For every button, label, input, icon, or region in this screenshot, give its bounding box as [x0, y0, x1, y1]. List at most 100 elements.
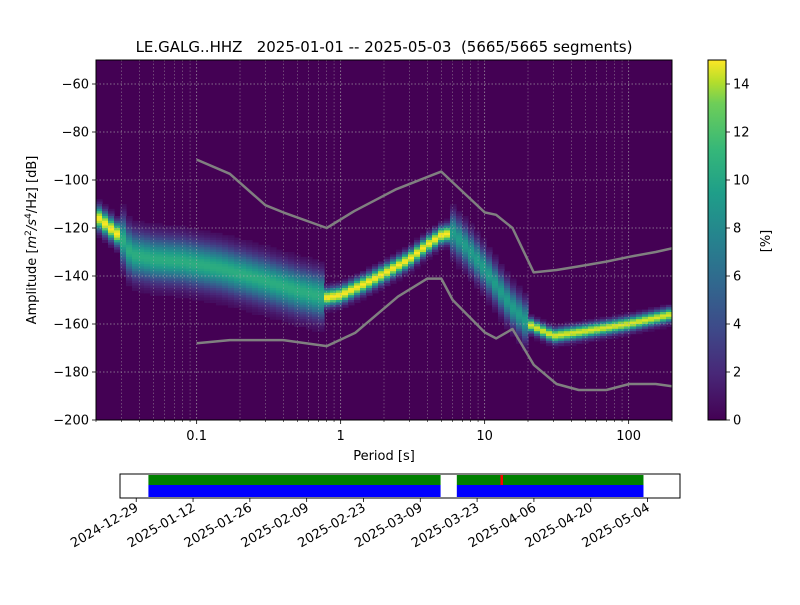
heatmap-cell	[648, 312, 655, 315]
heatmap-cell	[192, 290, 199, 294]
heatmap-cell	[96, 208, 103, 212]
heatmap-cell	[306, 288, 313, 291]
heatmap-cell	[282, 319, 289, 323]
heatmap-cell	[360, 285, 367, 289]
heatmap-cell	[636, 321, 643, 325]
heatmap-cell	[150, 232, 157, 236]
heatmap-cell	[444, 242, 451, 246]
heatmap-cell	[132, 285, 139, 289]
heatmap-cell	[216, 283, 223, 287]
heatmap-cell	[390, 278, 397, 282]
heatmap-cell	[468, 244, 475, 248]
heatmap-cell	[126, 218, 133, 222]
heatmap-cell	[396, 259, 403, 263]
heatmap-cell	[420, 256, 427, 260]
heatmap-cell	[486, 266, 493, 270]
heatmap-cell	[312, 271, 319, 275]
heatmap-cell	[402, 252, 409, 255]
heatmap-cell	[474, 278, 481, 282]
heatmap-cell	[462, 256, 469, 260]
heatmap-cell	[450, 216, 457, 219]
heatmap-cell	[210, 256, 217, 260]
heatmap-cell	[198, 297, 205, 301]
heatmap-cell	[192, 280, 199, 284]
heatmap-cell	[270, 292, 277, 296]
heatmap-cell	[156, 283, 163, 287]
heatmap-cell	[204, 264, 211, 267]
y-tick-label: −80	[62, 126, 89, 141]
heatmap-cell	[126, 273, 133, 277]
heatmap-cell	[174, 240, 181, 243]
heatmap-cell	[336, 288, 343, 291]
heatmap-cell	[252, 242, 259, 246]
heatmap-cell	[144, 228, 151, 231]
heatmap-cell	[600, 316, 607, 320]
heatmap-cell	[516, 312, 523, 315]
heatmap-cell	[312, 268, 319, 272]
heatmap-cell	[312, 295, 319, 299]
heatmap-cell	[474, 266, 481, 270]
heatmap-cell	[234, 297, 241, 301]
heatmap-cell	[306, 266, 313, 270]
heatmap-cell	[372, 280, 379, 284]
heatmap-cell	[174, 244, 181, 248]
heatmap-cell	[240, 304, 247, 308]
heatmap-cell	[636, 328, 643, 332]
heatmap-cell	[288, 292, 295, 296]
heatmap-cell	[540, 324, 547, 327]
heatmap-cell	[570, 333, 577, 337]
heatmap-cell	[126, 242, 133, 246]
heatmap-cell	[258, 249, 265, 253]
heatmap-cell	[408, 261, 415, 265]
heatmap-cell	[270, 309, 277, 313]
heatmap-cell	[204, 235, 211, 239]
low-noise-model-line	[196, 277, 672, 392]
heatmap-cell	[402, 247, 409, 251]
heatmap-cell	[108, 208, 115, 212]
heatmap-cell	[186, 288, 193, 291]
heatmap-cell	[252, 309, 259, 313]
heatmap-cell	[654, 324, 661, 327]
heatmap-cell	[294, 256, 301, 260]
heatmap-cell	[546, 328, 553, 332]
heatmap-cell	[108, 220, 115, 224]
heatmap-cell	[306, 271, 313, 275]
heatmap-cell	[408, 259, 415, 263]
heatmap-cell	[270, 249, 277, 253]
heatmap-cell	[630, 331, 637, 335]
heatmap-cell	[138, 273, 145, 277]
heatmap-cell	[192, 247, 199, 251]
heatmap-cell	[204, 254, 211, 258]
heatmap-cell	[126, 249, 133, 253]
heatmap-cell	[108, 235, 115, 239]
heatmap-cell	[180, 235, 187, 239]
heatmap-cell	[516, 336, 523, 339]
heatmap-cell	[180, 252, 187, 255]
heatmap-cell	[630, 321, 637, 325]
heatmap-cell	[384, 256, 391, 260]
heatmap-cell	[126, 247, 133, 251]
heatmap-cell	[636, 324, 643, 327]
heatmap-cell	[186, 280, 193, 284]
heatmap-cell	[276, 249, 283, 253]
heatmap-cell	[474, 240, 481, 243]
heatmap-cell	[582, 331, 589, 335]
heatmap-cell	[480, 252, 487, 255]
heatmap-cell	[228, 256, 235, 260]
heatmap-cell	[222, 276, 229, 279]
heatmap-cell	[198, 283, 205, 287]
heatmap-cell	[636, 331, 643, 335]
heatmap-cell	[360, 276, 367, 279]
heatmap-cell	[300, 264, 307, 267]
heatmap-cell	[288, 290, 295, 294]
heatmap-cell	[102, 208, 109, 212]
heatmap-cell	[492, 264, 499, 267]
heatmap-cell	[288, 288, 295, 291]
heatmap-cell	[378, 273, 385, 277]
heatmap-cell	[294, 271, 301, 275]
heatmap-cell	[516, 307, 523, 311]
heatmap-cell	[360, 288, 367, 291]
heatmap-cell	[288, 278, 295, 282]
heatmap-cell	[150, 280, 157, 284]
heatmap-cell	[522, 300, 529, 303]
